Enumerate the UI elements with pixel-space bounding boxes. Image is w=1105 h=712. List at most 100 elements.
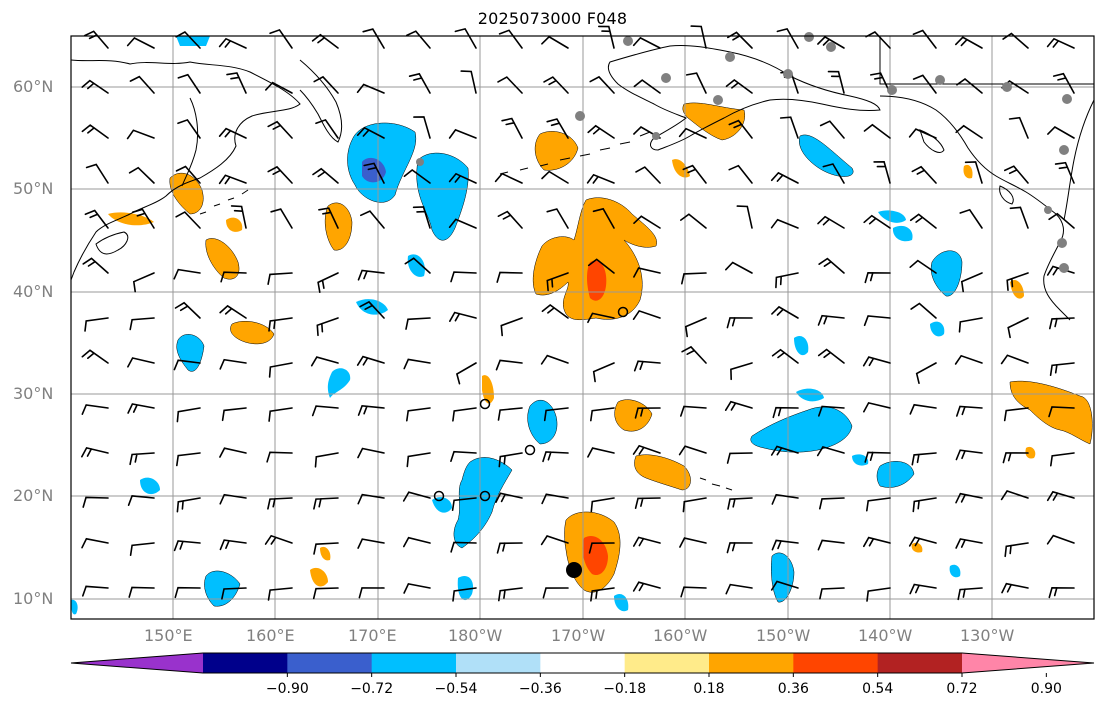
negative-region	[457, 575, 474, 601]
colorbar-outline	[70, 652, 1095, 674]
wind-barb	[357, 269, 385, 281]
colorbar-tick-label: 0.54	[862, 681, 894, 697]
wind-barb	[1002, 452, 1029, 464]
wind-barb	[725, 583, 753, 595]
wind-barb	[1054, 161, 1075, 184]
wind-barb	[360, 210, 385, 229]
wind-barb	[127, 403, 155, 414]
wind-barb	[81, 124, 109, 139]
wind-barb	[450, 450, 477, 462]
positive-region	[587, 260, 607, 301]
wind-barb	[682, 164, 707, 184]
wind-barb	[543, 76, 569, 94]
wind-barb	[909, 259, 937, 274]
wind-barb	[546, 118, 569, 139]
wind-barb	[632, 581, 661, 592]
wind-barb	[219, 304, 247, 319]
wind-barb	[590, 497, 615, 513]
wind-barb	[1004, 542, 1029, 558]
wind-barb	[357, 538, 385, 549]
wind-barb	[495, 359, 523, 371]
station-marker	[652, 132, 660, 140]
wind-barb	[955, 492, 983, 504]
negative-region	[204, 570, 241, 607]
wind-barb	[313, 497, 339, 510]
wind-barb	[363, 162, 385, 184]
wind-barb	[450, 541, 477, 553]
wind-barb	[541, 493, 569, 505]
wind-barb	[356, 355, 385, 366]
wind-barb	[81, 537, 109, 549]
wind-barb	[82, 585, 109, 597]
wind-barb	[909, 213, 937, 229]
wind-barb	[909, 403, 937, 415]
wind-barb	[82, 257, 109, 274]
wind-barb	[725, 261, 753, 274]
wind-barb	[496, 271, 523, 283]
wind-barb	[455, 362, 477, 385]
wind-barb	[541, 35, 569, 49]
wind-barb	[864, 271, 891, 284]
wind-barb	[1046, 490, 1075, 502]
wind-barb	[775, 272, 799, 289]
wind-barb	[362, 28, 385, 49]
negative-region	[794, 335, 809, 356]
wind-barb	[218, 37, 247, 49]
wind-barb	[357, 404, 385, 416]
negative-region	[453, 457, 513, 549]
lon-label: 130°W	[960, 626, 1015, 645]
wind-barb	[590, 587, 615, 602]
wind-barb	[912, 74, 937, 94]
wind-barb	[174, 586, 201, 599]
wind-barb	[870, 72, 891, 94]
wind-barb	[226, 72, 247, 94]
negative-region	[527, 399, 558, 445]
wind-barb	[681, 345, 707, 364]
wind-barb	[771, 539, 799, 551]
coastline-japan	[95, 231, 129, 255]
wind-barb	[587, 447, 615, 458]
station-marker	[725, 52, 735, 62]
wind-barb	[313, 75, 339, 94]
wind-barb	[402, 491, 431, 502]
wind-barb	[498, 452, 523, 468]
positive-region	[682, 102, 746, 141]
wind-barb	[633, 360, 661, 372]
wind-barb	[175, 31, 201, 49]
coastline-pacific	[1063, 99, 1095, 221]
wind-barb	[817, 314, 845, 326]
negative-region	[796, 388, 824, 402]
wind-barb	[685, 72, 707, 94]
positive-region	[482, 375, 494, 404]
station-marker	[1002, 82, 1012, 92]
wind-barb	[1003, 407, 1029, 422]
wind-barb	[1048, 586, 1075, 599]
wind-barb	[126, 129, 155, 140]
wind-barb	[771, 348, 799, 364]
wind-barb	[312, 587, 339, 600]
wind-barb	[587, 124, 615, 139]
wind-barb	[955, 449, 983, 461]
negative-region	[930, 250, 963, 297]
wind-barb	[406, 30, 431, 49]
wind-barb	[911, 165, 937, 184]
wind-barb	[267, 272, 293, 285]
wind-barb	[129, 542, 155, 556]
colorbar-segment	[540, 653, 626, 673]
negative-region	[140, 477, 160, 495]
wind-barb	[911, 452, 937, 466]
wind-barb	[219, 539, 247, 551]
wind-barb	[358, 587, 385, 599]
coastline-aleutians	[499, 131, 651, 175]
wind-barb	[681, 272, 707, 285]
wind-barb	[1050, 452, 1075, 467]
wind-barb	[452, 587, 477, 602]
wind-barb	[403, 358, 431, 370]
wind-barb	[129, 452, 155, 466]
wind-barb	[819, 497, 845, 510]
wind-barb	[176, 452, 201, 467]
coastline-canada	[879, 95, 1071, 321]
colorbar-tick-label: −0.90	[265, 681, 309, 697]
wind-barb	[267, 497, 293, 510]
